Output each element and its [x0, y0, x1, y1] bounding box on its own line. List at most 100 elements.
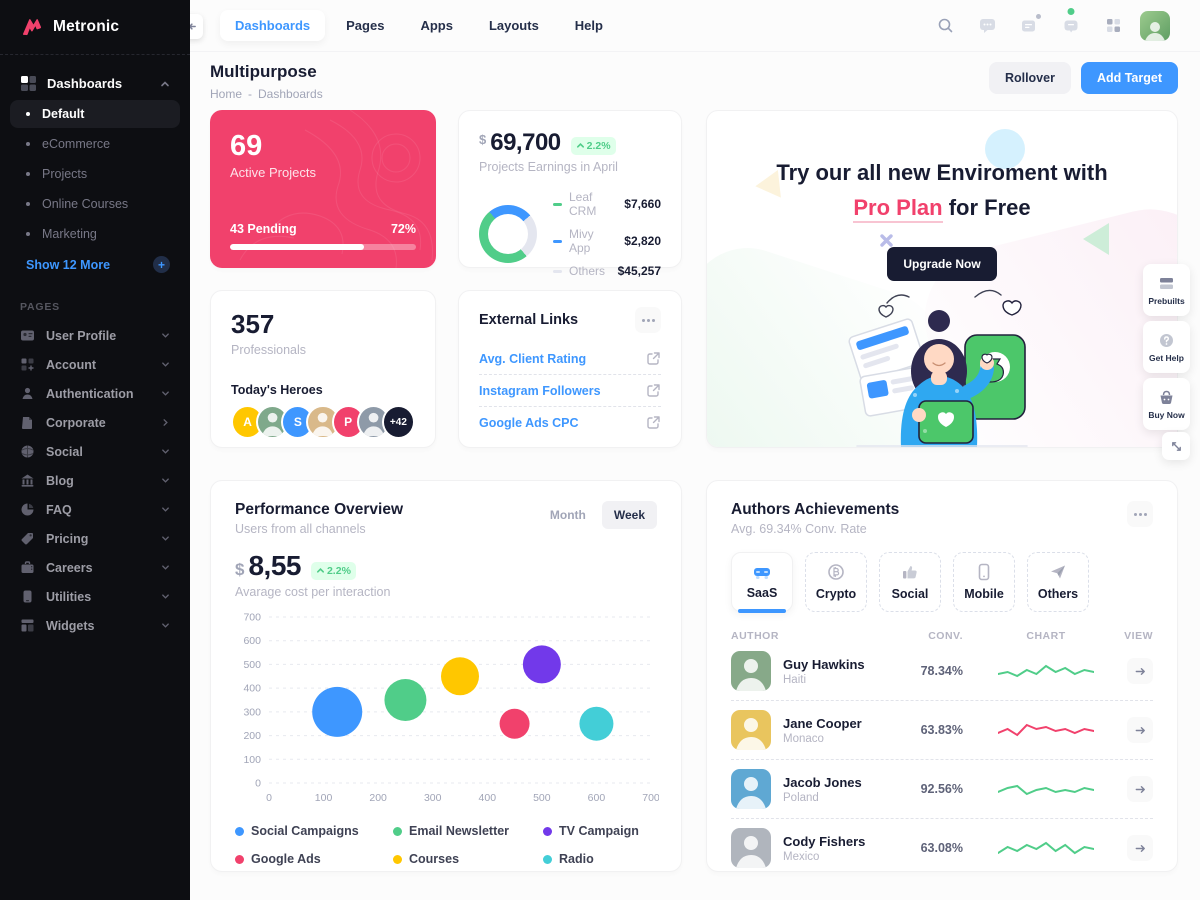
bullet-icon: [26, 112, 30, 116]
series-dash: [553, 269, 562, 273]
sidebar-item-careers[interactable]: Careers: [0, 553, 190, 582]
sidebar-item-pricing[interactable]: Pricing: [0, 524, 190, 553]
breadcrumb-home[interactable]: Home: [210, 87, 243, 101]
progress-fill: [230, 244, 364, 250]
google-ads-cpc-link[interactable]: Google Ads CPC: [479, 415, 579, 430]
plus-icon[interactable]: +: [153, 256, 170, 273]
performance-title: Performance Overview: [235, 501, 404, 518]
tab-mobile-label: Mobile: [964, 587, 1004, 601]
brand-name: Metronic: [53, 18, 120, 35]
chevron-down-icon: [161, 331, 170, 340]
apps-grid-button[interactable]: [1098, 11, 1128, 41]
user-avatar[interactable]: [1140, 10, 1170, 41]
sidebar-item-marketing[interactable]: Marketing: [10, 220, 180, 248]
view-author-button[interactable]: [1127, 717, 1153, 743]
phone-icon: [20, 589, 35, 604]
currency-symbol: $: [235, 560, 245, 579]
progress-percent-label: 72%: [390, 222, 416, 236]
sidebar-item-projects[interactable]: Projects: [10, 160, 180, 188]
notifications-button[interactable]: [1014, 11, 1044, 41]
sidebar-item-corporate[interactable]: Corporate: [0, 408, 190, 437]
resize-handle-button[interactable]: [1162, 432, 1190, 460]
breadcrumb-current: Dashboards: [258, 87, 323, 101]
card-menu-button[interactable]: [1127, 501, 1153, 527]
instagram-followers-link[interactable]: Instagram Followers: [479, 383, 601, 398]
buy-now-button[interactable]: Buy Now: [1143, 378, 1190, 430]
view-author-button[interactable]: [1127, 658, 1153, 684]
status-button[interactable]: [1056, 7, 1086, 41]
sidebar-item-blog[interactable]: Blog: [0, 466, 190, 495]
sidebar-item-online-courses[interactable]: Online Courses: [10, 190, 180, 218]
chevron-down-icon: [161, 447, 170, 456]
tab-mobile[interactable]: Mobile: [953, 552, 1015, 612]
card-menu-button[interactable]: [635, 307, 661, 333]
view-author-button[interactable]: [1127, 776, 1153, 802]
professionals-value: 357: [231, 309, 275, 339]
sidebar-item-dashboards[interactable]: Dashboards: [10, 69, 180, 98]
message-lines-icon: [1064, 20, 1078, 32]
earnings-row: Mivy App $2,820: [553, 227, 661, 255]
sidebar-item-user-profile[interactable]: User Profile: [0, 321, 190, 350]
chevron-right-icon: [161, 418, 170, 427]
photo-silhouette: [312, 412, 334, 437]
tab-social[interactable]: Social: [879, 552, 941, 612]
logo-row[interactable]: Metronic: [0, 0, 190, 55]
sidebar-item-faq[interactable]: FAQ: [0, 495, 190, 524]
show-more-link[interactable]: Show 12 More: [26, 257, 111, 272]
tab-crypto[interactable]: Crypto: [805, 552, 867, 612]
toggle-month[interactable]: Month: [549, 508, 586, 522]
sidebar-item-social[interactable]: Social: [0, 437, 190, 466]
widgets-label: Widgets: [46, 618, 95, 633]
external-link-icon[interactable]: [646, 351, 661, 366]
view-author-button[interactable]: [1127, 835, 1153, 861]
sidebar-item-default[interactable]: Default: [10, 100, 180, 128]
external-link-icon[interactable]: [646, 415, 661, 430]
sidebar-dashboards-label: Dashboards: [47, 76, 123, 91]
tab-dashboards[interactable]: Dashboards: [220, 10, 326, 41]
author-name-link[interactable]: Guy Hawkins: [783, 656, 865, 672]
upgrade-now-button[interactable]: Upgrade Now: [887, 247, 997, 281]
rollover-button[interactable]: Rollover: [988, 62, 1071, 94]
hero-avatar-count[interactable]: +42: [381, 405, 415, 439]
sidebar-item-ecommerce[interactable]: eCommerce: [10, 130, 180, 158]
trend-sparkline: [998, 784, 1094, 796]
conversion-value: 63.83%: [920, 723, 963, 737]
tab-apps[interactable]: Apps: [420, 18, 453, 33]
search-button[interactable]: [930, 11, 960, 41]
get-help-button[interactable]: Get Help: [1143, 321, 1190, 373]
author-name-link[interactable]: Jacob Jones: [783, 774, 862, 790]
external-link-icon[interactable]: [646, 383, 661, 398]
earnings-donut-chart: [479, 205, 537, 263]
tab-layouts[interactable]: Layouts: [488, 18, 539, 33]
green-triangle-decoration: [1083, 223, 1109, 255]
tab-help[interactable]: Help: [574, 18, 603, 33]
author-name-link[interactable]: Jane Cooper: [783, 715, 862, 731]
user-profile-label: User Profile: [46, 328, 117, 343]
chat-button[interactable]: [972, 11, 1002, 41]
author-name-link[interactable]: Cody Fishers: [783, 833, 866, 849]
prebuilts-button[interactable]: Prebuilts: [1143, 264, 1190, 316]
document-icon: [20, 415, 35, 430]
pie-icon: [20, 502, 35, 517]
tab-others[interactable]: Others: [1027, 552, 1089, 612]
currency-symbol: $: [479, 132, 487, 147]
external-link-row: Google Ads CPC: [479, 407, 661, 438]
legend-label: Email Newsletter: [409, 824, 510, 838]
add-target-button[interactable]: Add Target: [1080, 62, 1178, 94]
sidebar-item-authentication[interactable]: Authentication: [0, 379, 190, 408]
column-chart: CHART: [1026, 630, 1066, 642]
tab-pages[interactable]: Pages: [346, 18, 385, 33]
sidebar-item-account[interactable]: Account: [0, 350, 190, 379]
svg-text:400: 400: [243, 683, 261, 695]
legend-item: Social Campaigns: [235, 824, 393, 838]
toggle-week[interactable]: Week: [601, 501, 657, 529]
pro-plan-link[interactable]: Pro Plan: [853, 195, 943, 223]
svg-text:500: 500: [243, 659, 261, 671]
active-projects-label: Active Projects: [230, 165, 316, 180]
blog-label: Blog: [46, 473, 74, 488]
tab-saas[interactable]: SaaS: [731, 552, 793, 613]
avg-client-rating-link[interactable]: Avg. Client Rating: [479, 351, 587, 366]
sidebar-item-widgets[interactable]: Widgets: [0, 611, 190, 640]
sidebar-item-utilities[interactable]: Utilities: [0, 582, 190, 611]
column-author: AUTHOR: [731, 630, 779, 642]
